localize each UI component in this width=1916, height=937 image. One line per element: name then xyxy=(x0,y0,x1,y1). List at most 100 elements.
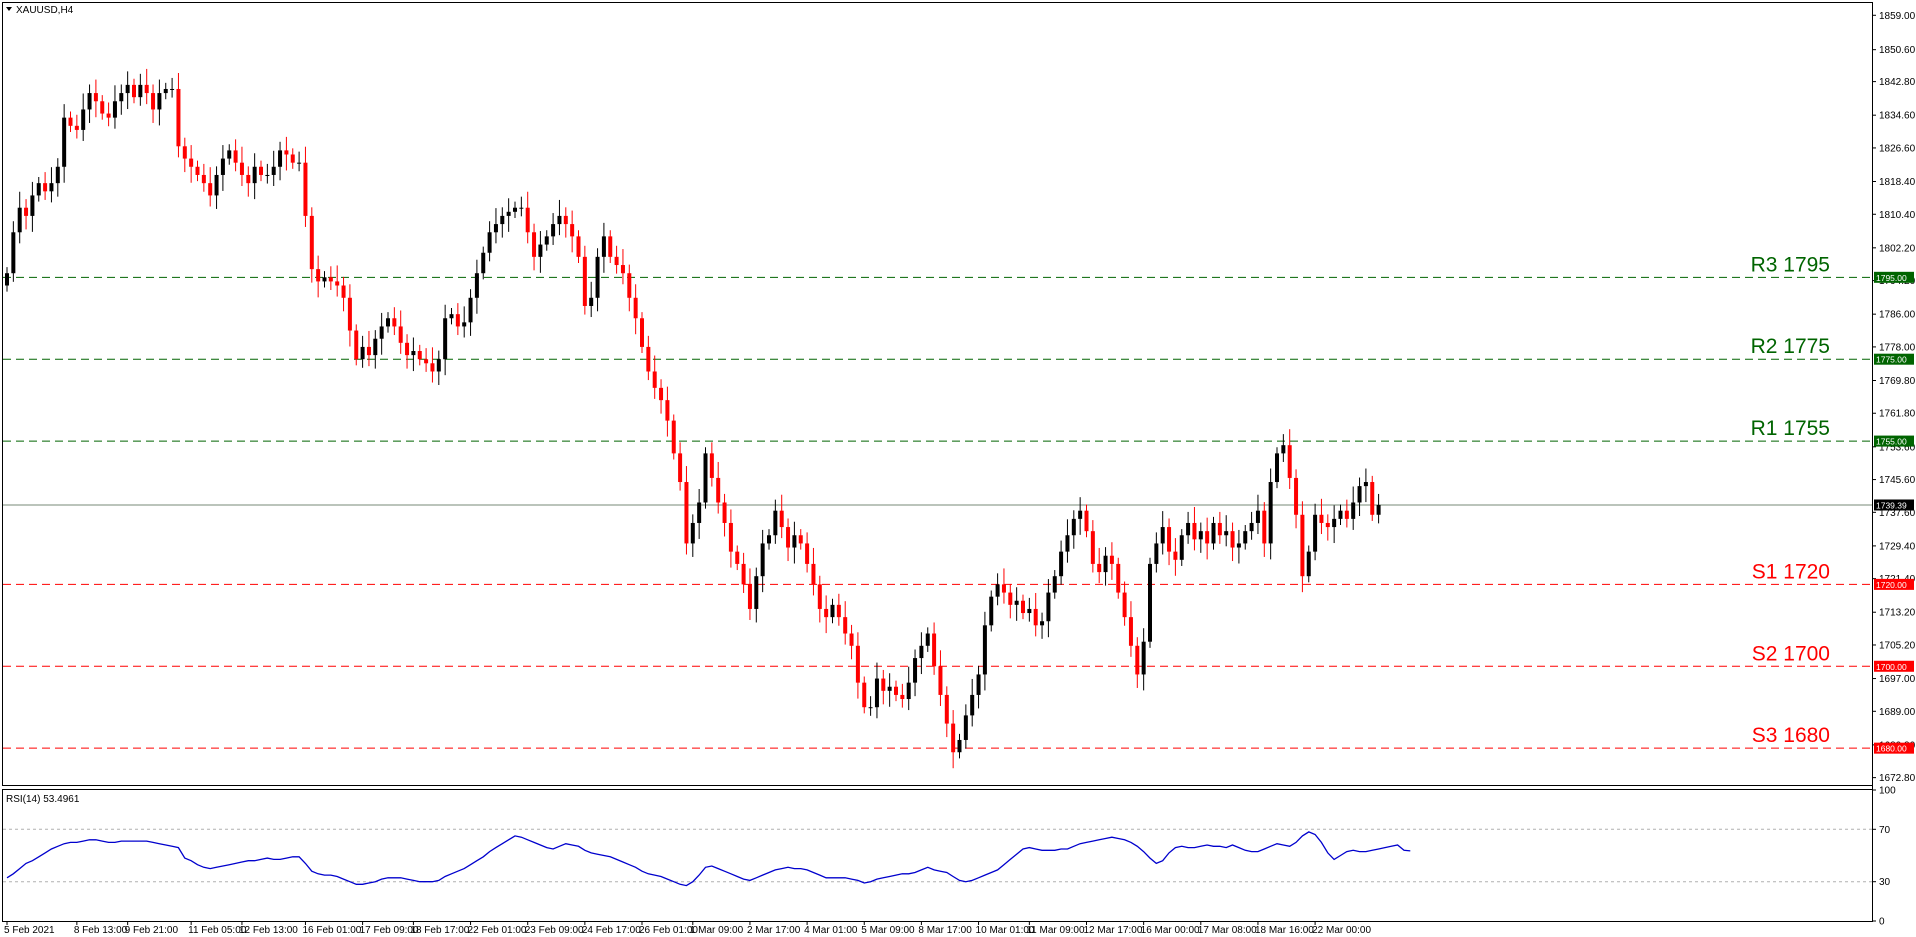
candle xyxy=(798,529,803,550)
candle xyxy=(411,337,416,372)
time-tick-label: 16 Mar 00:00 xyxy=(1141,925,1200,936)
candle-body xyxy=(659,387,664,401)
candle-body xyxy=(1376,504,1381,515)
current-price-badge-text: 1739.39 xyxy=(1876,500,1907,510)
price-tick-label: 1826.60 xyxy=(1879,143,1916,154)
candle xyxy=(1325,514,1330,541)
level-badge-text-r2: 1775.00 xyxy=(1876,355,1907,365)
candle-body xyxy=(849,633,854,646)
price-badges: 1795.00 1775.00 1755.00 1720.00 1700.00 1680.… xyxy=(1874,271,1914,754)
candle-body xyxy=(544,236,549,245)
candle-body xyxy=(601,236,606,257)
candle xyxy=(614,245,619,274)
level-badge-r3 xyxy=(1874,271,1914,283)
candle xyxy=(779,494,784,539)
candle-body xyxy=(824,608,829,618)
candle xyxy=(341,276,346,312)
candle-body xyxy=(538,244,543,257)
candle xyxy=(805,532,810,573)
candle xyxy=(728,509,733,568)
candle xyxy=(239,146,244,187)
candle-body xyxy=(900,694,905,700)
time-tick-label: 17 Mar 08:00 xyxy=(1198,925,1257,936)
time-tick-label: 23 Feb 09:00 xyxy=(525,925,584,936)
candle xyxy=(855,632,860,699)
candle-body xyxy=(220,158,225,175)
time-tick-label: 11 Mar 09:00 xyxy=(1026,925,1085,936)
candle-body xyxy=(284,150,289,155)
candle xyxy=(49,167,54,203)
candle xyxy=(201,163,206,192)
candle-body xyxy=(411,351,416,356)
candle-body xyxy=(487,232,492,253)
candle xyxy=(1084,504,1089,538)
rsi-tick-label: 70 xyxy=(1879,825,1891,836)
candle xyxy=(1313,503,1318,561)
candle-body xyxy=(436,359,441,372)
candle xyxy=(735,545,740,571)
candle-body xyxy=(620,265,625,274)
candle-body xyxy=(347,297,352,331)
candle-body xyxy=(1179,535,1184,560)
candle-body xyxy=(1294,477,1299,515)
candle-body xyxy=(951,723,956,753)
price-tick-label: 1745.60 xyxy=(1879,475,1916,486)
candle-body xyxy=(1313,514,1318,552)
candle-body xyxy=(1363,482,1368,487)
level-label-s2: S2 1700 xyxy=(1752,642,1830,665)
candle xyxy=(671,414,676,460)
candle xyxy=(868,696,873,716)
candle-body xyxy=(1351,502,1356,519)
candle-body xyxy=(519,207,524,209)
candle xyxy=(646,335,651,381)
candle-body xyxy=(1116,563,1121,593)
candle-body xyxy=(493,224,498,233)
candle xyxy=(1344,499,1349,528)
candle-body xyxy=(1173,551,1178,560)
price-tick-label: 1810.40 xyxy=(1879,210,1916,221)
candle-body xyxy=(1344,510,1349,519)
level-label-r2: R2 1775 xyxy=(1751,335,1830,358)
candle xyxy=(424,348,429,372)
candle xyxy=(620,249,625,285)
candle xyxy=(468,289,473,336)
collapse-triangle-icon[interactable] xyxy=(6,7,12,11)
candle-body xyxy=(709,453,714,478)
candle-body xyxy=(112,101,117,118)
candle xyxy=(519,196,524,217)
candle-body xyxy=(792,535,797,548)
rsi-line xyxy=(6,831,1411,887)
candle-body xyxy=(1160,527,1165,544)
candle-body xyxy=(678,453,683,483)
candle-body xyxy=(386,318,390,327)
price-tick-label: 1689.00 xyxy=(1879,707,1916,718)
time-tick-label: 9 Feb 21:00 xyxy=(125,925,179,936)
candle-body xyxy=(1046,592,1051,622)
candle-body xyxy=(703,453,708,503)
time-tick-label: 10 Mar 01:00 xyxy=(976,925,1035,936)
candle xyxy=(747,568,752,621)
candle xyxy=(220,145,225,191)
candle-body xyxy=(1122,592,1127,618)
candle xyxy=(963,704,968,749)
candle xyxy=(589,281,594,318)
candle xyxy=(995,573,1000,606)
time-tick-label: 5 Feb 2021 xyxy=(4,925,55,936)
candle-body xyxy=(195,166,200,175)
candle-body xyxy=(328,277,333,282)
candle xyxy=(373,330,378,369)
price-tick-label: 1672.80 xyxy=(1879,773,1916,784)
candle xyxy=(627,264,632,312)
candle xyxy=(1141,628,1146,691)
candle xyxy=(1363,468,1368,503)
candle xyxy=(151,84,156,123)
candle xyxy=(11,221,16,282)
candle-body xyxy=(652,371,657,388)
candle-body xyxy=(1243,531,1248,544)
candle-body xyxy=(24,207,29,216)
candle-body xyxy=(176,88,181,147)
price-tick-label: 1713.20 xyxy=(1879,608,1916,619)
candle-body xyxy=(1097,563,1102,573)
candle xyxy=(982,611,987,691)
